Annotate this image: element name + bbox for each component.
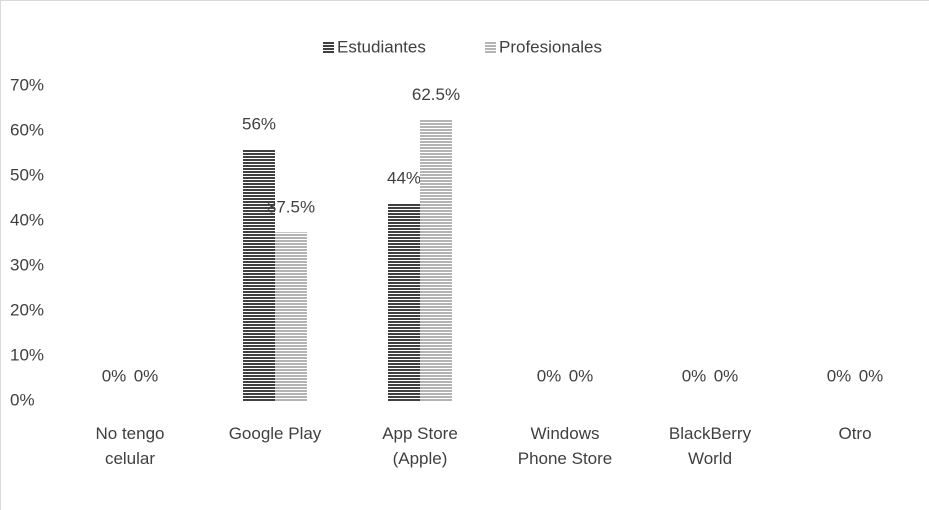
value-label: 0% bbox=[827, 366, 852, 385]
x-tick-label: Windows Phone Store bbox=[517, 424, 613, 468]
y-tick-label: 50% bbox=[10, 165, 44, 184]
legend-swatch bbox=[323, 42, 334, 53]
value-label: 0% bbox=[569, 366, 594, 385]
value-label: 0% bbox=[682, 366, 707, 385]
y-tick-label: 0% bbox=[10, 390, 35, 409]
bar bbox=[388, 203, 420, 401]
value-label: 56% bbox=[242, 114, 276, 133]
value-label: 0% bbox=[859, 366, 884, 385]
x-tick-label: App Store (Apple) bbox=[382, 424, 458, 468]
bar bbox=[420, 119, 452, 401]
y-tick-label: 60% bbox=[10, 120, 44, 139]
bar bbox=[275, 232, 307, 401]
legend-label: Profesionales bbox=[499, 37, 602, 56]
value-label: 37.5% bbox=[267, 198, 315, 217]
bar bbox=[243, 149, 275, 401]
y-tick-label: 70% bbox=[10, 75, 44, 94]
x-tick-label: No tengo celular bbox=[95, 424, 165, 468]
legend-swatch bbox=[485, 42, 496, 53]
value-label: 44% bbox=[387, 168, 421, 187]
x-tick-label: Google Play bbox=[228, 424, 322, 443]
y-tick-label: 40% bbox=[10, 210, 44, 229]
y-tick-label: 20% bbox=[10, 300, 44, 319]
value-label: 0% bbox=[714, 366, 739, 385]
value-label: 62.5% bbox=[412, 85, 460, 104]
value-label: 0% bbox=[134, 366, 159, 385]
legend-label: Estudiantes bbox=[337, 37, 426, 56]
y-tick-label: 30% bbox=[10, 255, 44, 274]
x-tick-label: BlackBerry World bbox=[668, 424, 752, 468]
value-label: 0% bbox=[102, 366, 127, 385]
y-tick-label: 10% bbox=[10, 345, 44, 364]
value-label: 0% bbox=[537, 366, 562, 385]
x-tick-label: Otro bbox=[838, 424, 872, 443]
